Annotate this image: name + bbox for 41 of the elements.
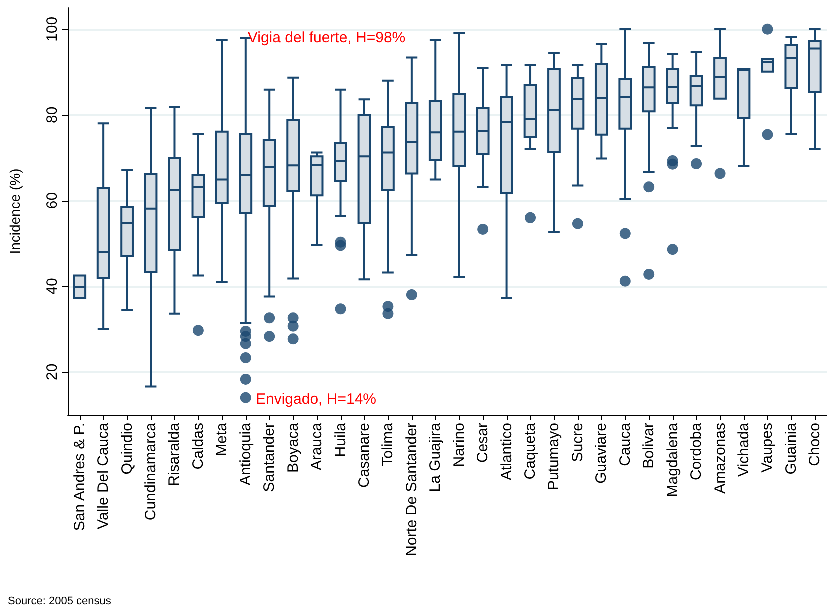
x-tick-label: Cesar (474, 423, 492, 464)
x-tick-label: Norte De Santander (403, 423, 420, 556)
x-tick-label: Magdalena (664, 422, 682, 498)
x-tick-label: Huila (332, 422, 350, 458)
x-tick-label: Bolivar (640, 423, 658, 469)
y-tick-label: 60 (44, 192, 61, 210)
x-tick-label: Boyaca (284, 422, 302, 474)
x-tick-label: Vichada (735, 422, 752, 477)
y-tick-label: 100 (44, 16, 61, 42)
x-tick-label: Quindio (118, 423, 136, 475)
x-tick-label: Meta (214, 422, 231, 456)
x-tick-label: Valle Del Cauca (95, 422, 112, 530)
annotation: Vigia del fuerte, H=98% (248, 29, 406, 46)
y-tick-label: 20 (44, 364, 61, 380)
y-tick-label: 40 (44, 278, 61, 295)
x-tick-label: Guaviare (593, 423, 610, 484)
x-tick-label: Santander (261, 423, 278, 492)
x-tick-label: Choco (806, 423, 824, 466)
x-tick-label: Caqueta (522, 422, 540, 480)
x-tick-label: Arauca (308, 422, 326, 471)
x-tick-label: Tolima (380, 422, 397, 466)
x-tick-label: Guainia (782, 422, 800, 475)
annotation: Envigado, H=14% (256, 391, 376, 408)
x-tick-label: La Guajira (427, 422, 444, 492)
x-tick-label: Casanare (356, 423, 373, 488)
source-note: Source: 2005 census (8, 596, 112, 608)
x-tick-label: Caldas (190, 423, 207, 470)
x-tick-label: Amazonas (712, 423, 729, 494)
x-tick-label: Antioquia (237, 422, 254, 486)
x-tick-label: Putumayo (546, 423, 563, 491)
y-axis-title: Incidence (%) (7, 168, 23, 254)
x-tick-label: Cundinamarca (142, 422, 160, 521)
x-tick-label: Narino (450, 423, 468, 468)
x-tick-label: Vaupes (759, 423, 776, 473)
x-tick-label: Atlantico (498, 423, 516, 481)
x-tick-label: Cordoba (688, 422, 706, 481)
x-tick-label: San Andres & P. (71, 423, 88, 532)
y-tick-label: 80 (44, 106, 61, 124)
x-tick-label: Risaralda (166, 422, 184, 486)
x-tick-label: Cauca (616, 422, 634, 466)
x-tick-label: Sucre (569, 423, 586, 462)
